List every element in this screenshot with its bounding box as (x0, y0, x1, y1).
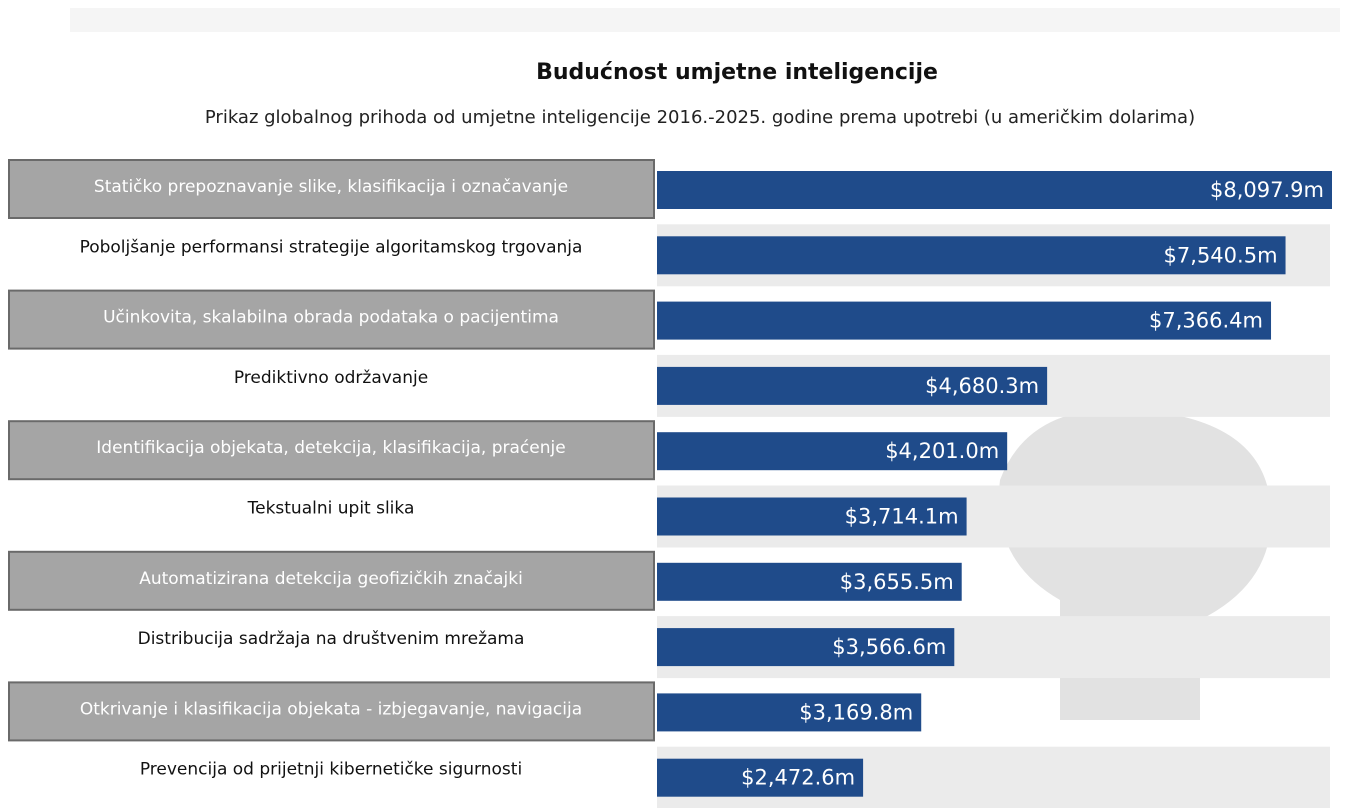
value-label: $2,472.6m (741, 766, 855, 790)
category-label: Prediktivno održavanje (234, 368, 428, 388)
bar (657, 693, 922, 732)
category-label: Identifikacija objekata, detekcija, klas… (96, 438, 565, 458)
value-label: $7,540.5m (1164, 243, 1278, 267)
bar (657, 562, 962, 601)
value-label: $4,201.0m (885, 439, 999, 463)
label-box (8, 550, 655, 611)
value-label: $7,366.4m (1149, 309, 1263, 333)
label-box (8, 159, 655, 219)
value-label: $3,169.8m (799, 700, 913, 724)
bar (657, 628, 955, 667)
category-label: Otkrivanje i klasifikacija objekata - iz… (80, 699, 582, 719)
category-label: Poboljšanje performansi strategije algor… (80, 237, 583, 257)
value-label: $3,714.1m (845, 505, 959, 529)
category-label: Učinkovita, skalabilna obrada podataka o… (103, 308, 559, 328)
category-label: Statičko prepoznavanje slike, klasifikac… (94, 177, 568, 197)
value-label: $4,680.3m (925, 374, 1039, 398)
value-label: $8,097.9m (1210, 178, 1324, 202)
chart-subtitle: Prikaz globalnog prihoda od umjetne inte… (205, 107, 1195, 128)
bar (657, 236, 1286, 275)
bar (657, 432, 1008, 471)
category-label: Tekstualni upit slika (247, 499, 415, 519)
category-label: Distribucija sadržaja na društvenim mrež… (138, 629, 525, 649)
chart-title: Budućnost umjetne inteligencije (536, 60, 938, 85)
top-strip (70, 8, 1340, 32)
category-label: Automatizirana detekcija geofizičkih zna… (139, 569, 523, 589)
bar (657, 301, 1272, 340)
value-label: $3,655.5m (840, 570, 954, 594)
bar (657, 758, 864, 797)
bar (657, 497, 967, 536)
label-box (8, 289, 655, 350)
label-box (8, 420, 655, 481)
label-box (8, 681, 655, 742)
bar (657, 171, 1332, 209)
category-label: Prevencija od prijetnji kibernetičke sig… (140, 760, 522, 780)
bar (657, 366, 1048, 405)
value-label: $3,566.6m (832, 635, 946, 659)
